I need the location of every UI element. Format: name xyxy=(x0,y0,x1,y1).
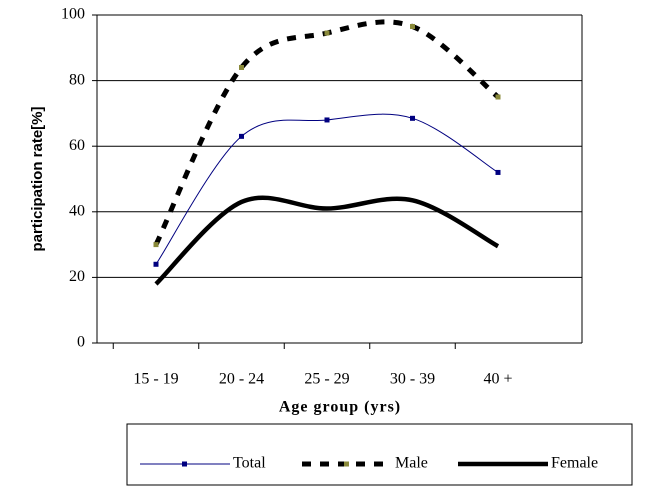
legend-label: Total xyxy=(233,455,266,472)
y-tick-label: 40 xyxy=(69,202,85,219)
data-point xyxy=(495,94,501,100)
data-point xyxy=(153,261,159,267)
data-point xyxy=(495,169,501,175)
y-axis-label: participation rate[%] xyxy=(29,106,46,251)
y-tick-label: 80 xyxy=(69,71,85,88)
y-tick-label: 20 xyxy=(69,268,85,285)
legend-marker xyxy=(182,461,187,467)
series-line xyxy=(155,113,499,265)
y-tick-label: 100 xyxy=(61,6,85,23)
x-tick-label: 25 - 29 xyxy=(304,371,349,388)
x-tick-label: 40 + xyxy=(483,371,512,388)
legend-label: Male xyxy=(395,455,428,472)
y-tick-label: 0 xyxy=(77,334,85,351)
legend-marker xyxy=(344,461,349,467)
y-tick-label: 60 xyxy=(69,137,85,154)
data-point xyxy=(239,64,244,70)
data-point xyxy=(153,242,159,248)
x-tick-label: 15 - 19 xyxy=(133,371,178,388)
data-point xyxy=(239,133,244,139)
data-point xyxy=(324,117,330,123)
legend-label: Female xyxy=(551,455,598,472)
series-line xyxy=(154,195,500,286)
x-tick-label: 20 - 24 xyxy=(219,371,264,388)
legend-box xyxy=(126,423,633,486)
data-point xyxy=(410,23,415,29)
x-axis-label: Age group (yrs) xyxy=(279,399,401,416)
data-point xyxy=(324,30,330,36)
x-tick-label: 30 - 39 xyxy=(390,371,435,388)
series-line xyxy=(153,19,500,246)
data-point xyxy=(410,115,415,121)
